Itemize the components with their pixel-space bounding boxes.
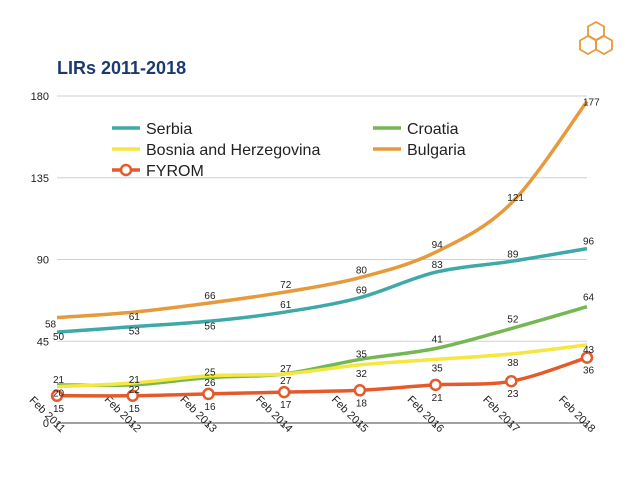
data-label-fyrom: 36 xyxy=(583,366,595,377)
point-fyrom xyxy=(353,384,367,397)
legend-label-croatia: Croatia xyxy=(407,121,459,138)
grid xyxy=(57,95,587,424)
series-line-croatia xyxy=(56,305,588,388)
data-label-bosnia-and-herzegovina: 26 xyxy=(204,378,216,389)
data-label-bosnia-and-herzegovina: 20 xyxy=(53,389,65,400)
data-label-bosnia-and-herzegovina: 38 xyxy=(507,358,519,369)
y-tick-label: 135 xyxy=(31,173,49,185)
legend: Serbia Croatia Bosnia and Herzegovina Bulga… xyxy=(112,121,466,180)
data-label-serbia: 96 xyxy=(583,237,595,248)
data-label-bulgaria: 61 xyxy=(129,312,141,323)
data-label-bulgaria: 177 xyxy=(583,97,600,108)
data-label-croatia: 21 xyxy=(129,375,141,386)
data-label-fyrom: 16 xyxy=(204,402,216,413)
data-labels: 50 53 56 61 69 83 89 96 21 21 25 27 35 41 52 64 20 22 26 27… xyxy=(45,97,600,414)
data-label-bosnia-and-herzegovina: 27 xyxy=(280,376,292,387)
data-label-bulgaria: 72 xyxy=(280,280,292,291)
data-label-bulgaria: 66 xyxy=(204,291,216,302)
data-label-croatia: 64 xyxy=(583,293,595,304)
y-tick-label: 0 xyxy=(43,418,49,430)
data-label-bosnia-and-herzegovina: 43 xyxy=(583,345,595,356)
data-label-croatia: 25 xyxy=(204,368,216,379)
legend-label-bulgaria: Bulgaria xyxy=(407,142,466,159)
point-fyrom xyxy=(277,385,291,399)
data-label-bosnia-and-herzegovina: 32 xyxy=(356,369,368,380)
data-label-serbia: 69 xyxy=(356,286,368,297)
point-fyrom xyxy=(429,378,442,392)
data-label-bulgaria: 80 xyxy=(356,266,368,277)
data-label-bulgaria: 58 xyxy=(45,320,57,331)
data-label-serbia: 50 xyxy=(53,332,65,343)
data-label-serbia: 56 xyxy=(204,321,216,332)
data-label-bosnia-and-herzegovina: 22 xyxy=(129,385,141,396)
data-label-croatia: 41 xyxy=(432,335,444,346)
series-line-serbia xyxy=(56,246,588,334)
data-label-fyrom: 21 xyxy=(432,393,444,404)
y-axis: 0 45 90 135 180 xyxy=(31,91,49,430)
series-lines xyxy=(50,100,594,402)
data-label-croatia: 35 xyxy=(356,349,368,360)
point-fyrom xyxy=(202,387,215,401)
x-tick-label: Feb 2013 xyxy=(177,394,218,435)
data-label-bosnia-and-herzegovina: 35 xyxy=(432,363,444,374)
y-tick-label: 45 xyxy=(37,336,49,348)
series-line-bosnia-and-herzegovina xyxy=(56,343,588,389)
chart-title: LIRs 2011-2018 xyxy=(57,58,187,78)
legend-marker-fyrom xyxy=(119,163,133,177)
data-label-fyrom: 23 xyxy=(507,389,519,400)
legend-label-fyrom: FYROM xyxy=(146,163,204,180)
data-label-serbia: 61 xyxy=(280,300,292,311)
data-label-fyrom: 18 xyxy=(356,398,368,409)
point-fyrom xyxy=(126,389,139,402)
data-label-croatia: 27 xyxy=(280,364,292,375)
legend-label-bosnia-and-herzegovina: Bosnia and Herzegovina xyxy=(146,142,320,159)
x-tick-label: Feb 2018 xyxy=(556,394,597,435)
legend-label-serbia: Serbia xyxy=(146,121,192,138)
data-label-bulgaria: 121 xyxy=(507,193,524,204)
data-label-serbia: 53 xyxy=(129,327,141,338)
data-label-serbia: 83 xyxy=(432,260,444,271)
data-label-fyrom: 15 xyxy=(129,404,141,415)
y-tick-label: 90 xyxy=(37,255,49,267)
data-label-croatia: 21 xyxy=(53,375,65,386)
point-fyrom xyxy=(580,351,594,364)
data-label-fyrom: 15 xyxy=(53,404,65,415)
data-label-croatia: 52 xyxy=(507,315,519,326)
data-label-serbia: 89 xyxy=(507,249,519,260)
data-label-bulgaria: 94 xyxy=(432,240,444,251)
data-label-fyrom: 17 xyxy=(280,400,292,411)
point-fyrom xyxy=(50,389,64,402)
series-line-bulgaria xyxy=(56,100,589,320)
y-tick-label: 180 xyxy=(31,91,49,103)
point-fyrom xyxy=(505,374,518,388)
logo-icon xyxy=(579,20,613,56)
series-line-fyrom xyxy=(56,355,588,398)
